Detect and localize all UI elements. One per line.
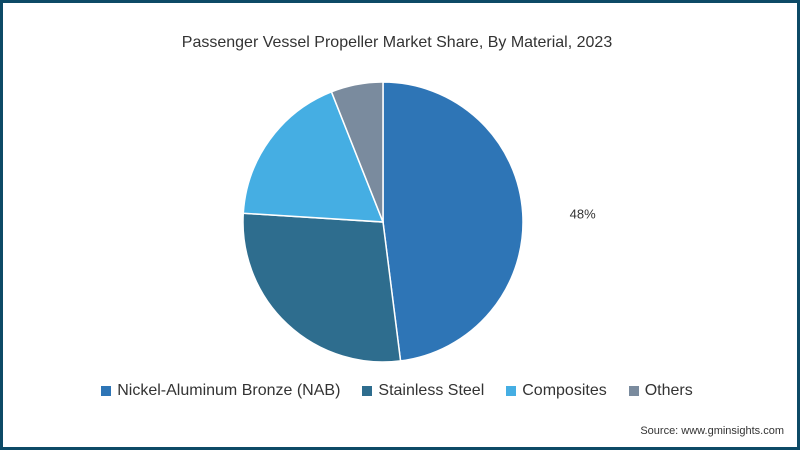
legend-label: Nickel-Aluminum Bronze (NAB) xyxy=(117,382,341,399)
legend-item: Stainless Steel xyxy=(362,382,484,400)
pie-slice-2 xyxy=(242,90,385,223)
pie-slice-0 xyxy=(382,81,524,362)
chart-title: Passenger Vessel Propeller Market Share,… xyxy=(181,34,613,51)
legend-swatch xyxy=(628,386,639,396)
legend-label: Stainless Steel xyxy=(378,382,485,399)
data-label-0: 48% xyxy=(570,207,596,222)
legend-swatch xyxy=(101,386,112,396)
legend-swatch xyxy=(506,386,517,396)
source-note: Source: www.gminsights.com xyxy=(640,425,784,437)
pie-slice-1 xyxy=(242,212,402,363)
legend-item: Composites xyxy=(506,382,607,400)
legend-item: Nickel-Aluminum Bronze (NAB) xyxy=(101,382,340,400)
pie-slice-3 xyxy=(330,81,384,223)
legend-label: Composites xyxy=(522,382,607,399)
legend-label: Others xyxy=(644,382,693,399)
legend: Nickel-Aluminum Bronze (NAB) Stainless St… xyxy=(0,382,794,400)
legend-item: Others xyxy=(628,382,693,400)
legend-swatch xyxy=(362,386,373,396)
